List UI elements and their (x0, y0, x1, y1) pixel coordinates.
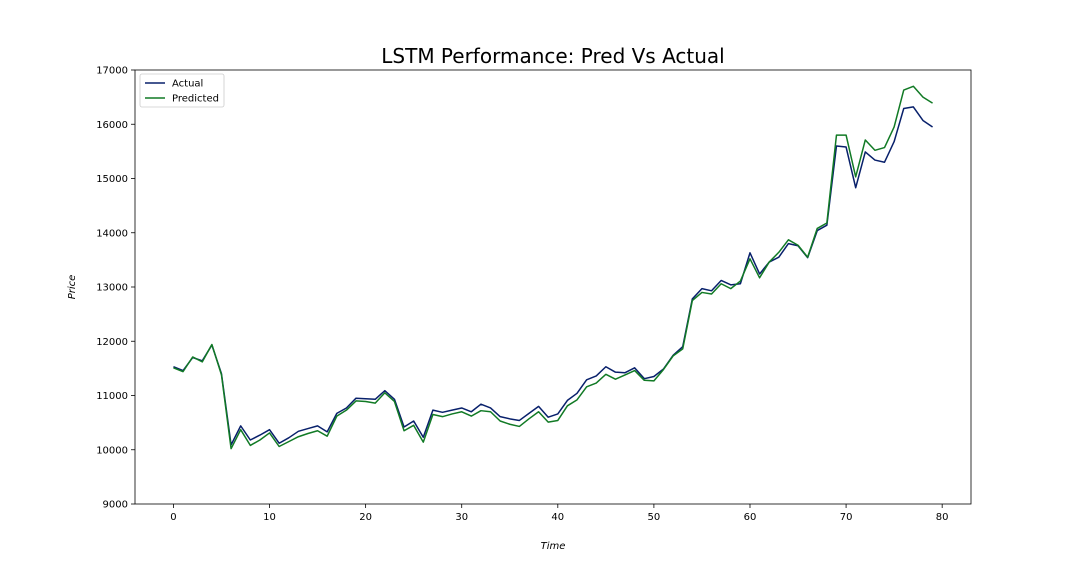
y-tick-label: 10000 (96, 445, 128, 456)
x-tick-label: 60 (744, 512, 757, 523)
x-tick-label: 70 (840, 512, 853, 523)
x-tick-label: 80 (936, 512, 949, 523)
y-tick-label: 14000 (96, 228, 128, 239)
x-axis-title: Time (541, 541, 566, 552)
legend: Actual Predicted (139, 73, 225, 108)
x-tick-label: 0 (170, 512, 176, 523)
x-tick-label: 40 (551, 512, 564, 523)
series-lines (173, 85, 933, 450)
y-tick-label: 17000 (96, 66, 128, 77)
chart-title: LSTM Performance: Pred Vs Actual (381, 44, 724, 68)
y-axis: 9000 10000 11000 12000 13000 14000 15000 16000 1… (96, 66, 135, 511)
y-tick-label: 16000 (96, 120, 128, 131)
legend-label-predicted: Predicted (172, 94, 219, 105)
x-tick-label: 50 (648, 512, 661, 523)
y-tick-label: 9000 (103, 500, 128, 511)
x-tick-label: 20 (359, 512, 372, 523)
y-tick-label: 13000 (96, 283, 128, 294)
x-tick-label: 30 (455, 512, 468, 523)
y-axis-title: Price (67, 275, 78, 300)
y-tick-label: 12000 (96, 337, 128, 348)
y-tick-label: 15000 (96, 174, 128, 185)
legend-label-actual: Actual (172, 79, 203, 90)
y-tick-label: 11000 (96, 391, 128, 402)
x-axis: 0 10 20 30 40 50 60 70 80 (170, 504, 949, 523)
series-line-predicted (173, 85, 933, 450)
x-tick-label: 10 (263, 512, 276, 523)
